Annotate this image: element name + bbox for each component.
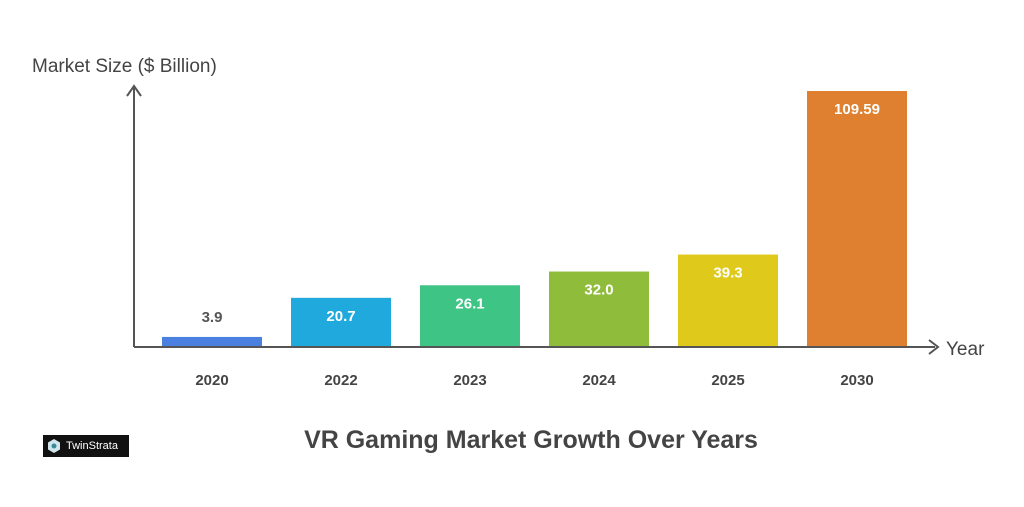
data-label-2020: 3.9 xyxy=(202,309,223,326)
x-tick-label-2030: 2030 xyxy=(840,372,873,389)
bar-2022 xyxy=(291,297,391,346)
brand-logo: TwinStrata xyxy=(43,435,129,457)
x-tick-label-2025: 2025 xyxy=(711,372,744,389)
data-label-2025: 39.3 xyxy=(713,265,742,282)
bar-2020 xyxy=(162,336,262,346)
logo-text: TwinStrata xyxy=(66,440,118,452)
logo-icon xyxy=(48,439,60,453)
x-tick-label-2023: 2023 xyxy=(453,372,486,389)
bar-2025 xyxy=(678,254,778,346)
chart-title: VR Gaming Market Growth Over Years xyxy=(304,426,758,454)
data-label-2023: 26.1 xyxy=(455,295,484,312)
bar-2023 xyxy=(420,285,520,346)
data-label-2022: 20.7 xyxy=(326,308,355,325)
bar-2030 xyxy=(807,91,907,346)
data-label-2030: 109.59 xyxy=(834,101,880,118)
x-tick-label-2020: 2020 xyxy=(195,372,228,389)
x-tick-label-2022: 2022 xyxy=(324,372,357,389)
y-axis-label: Market Size ($ Billion) xyxy=(32,56,217,77)
y-axis-arrow-icon xyxy=(126,84,142,97)
bar-2024 xyxy=(549,271,649,346)
x-axis-arrow-icon xyxy=(928,339,940,355)
x-axis-label: Year xyxy=(946,339,985,360)
data-label-2024: 32.0 xyxy=(584,282,613,299)
x-tick-label-2024: 2024 xyxy=(582,372,616,389)
